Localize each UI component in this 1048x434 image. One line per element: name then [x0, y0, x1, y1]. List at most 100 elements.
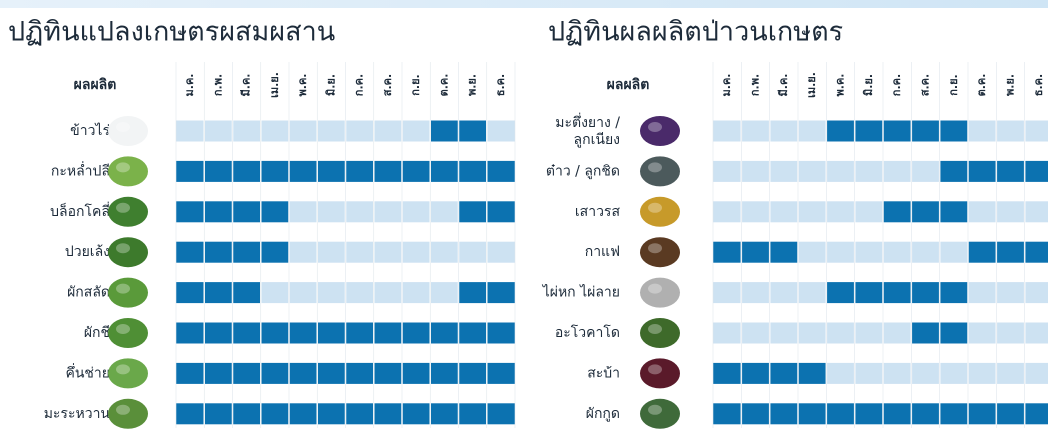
month-cell	[854, 120, 883, 142]
month-cell	[939, 120, 968, 142]
month-cell	[402, 403, 431, 425]
month-cell	[854, 362, 883, 384]
product-icon-highlight	[648, 202, 662, 213]
month-cell	[176, 322, 205, 344]
month-cell	[911, 282, 940, 304]
month-label: มี.ค.	[240, 74, 253, 97]
month-label: ส.ค.	[919, 74, 932, 96]
month-cell	[486, 282, 515, 304]
month-cell	[260, 362, 289, 384]
month-cell	[883, 160, 912, 182]
month-cell	[204, 282, 233, 304]
month-cell	[911, 403, 940, 425]
month-cell	[996, 322, 1025, 344]
month-cell	[289, 403, 318, 425]
month-cell	[373, 403, 402, 425]
month-cell	[232, 362, 261, 384]
month-cell	[826, 120, 855, 142]
row-label: ข้าวไร่	[70, 122, 110, 139]
product-icon-highlight	[648, 283, 662, 294]
product-icon	[108, 277, 148, 308]
month-cell	[402, 362, 431, 384]
month-cell	[741, 403, 770, 425]
month-cell	[939, 201, 968, 223]
month-cell	[458, 120, 487, 142]
month-cell	[883, 322, 912, 344]
month-cell	[798, 120, 827, 142]
month-cell	[798, 362, 827, 384]
month-cell	[458, 241, 487, 263]
month-cell	[176, 201, 205, 223]
month-label: ก.ค.	[353, 74, 366, 96]
month-cell	[486, 241, 515, 263]
month-cell	[204, 160, 233, 182]
row-label: ต๋าว / ลูกชิด	[546, 163, 620, 179]
month-cell	[713, 201, 742, 223]
month-cell	[911, 120, 940, 142]
month-cell	[939, 322, 968, 344]
month-cell	[289, 120, 318, 142]
month-cell	[741, 201, 770, 223]
month-cell	[798, 241, 827, 263]
month-cell	[486, 362, 515, 384]
month-label: พ.ค.	[296, 74, 309, 97]
month-cell	[883, 403, 912, 425]
top-strip	[0, 0, 1048, 8]
month-cell	[713, 362, 742, 384]
month-cell	[769, 322, 798, 344]
month-cell	[968, 322, 997, 344]
month-label: มิ.ย.	[324, 74, 337, 96]
row-label: มะตึ่งยาง /	[555, 113, 620, 131]
month-label: พ.ย.	[466, 74, 479, 96]
month-cell	[826, 403, 855, 425]
month-cell	[741, 322, 770, 344]
month-cell	[854, 241, 883, 263]
month-cell	[1024, 160, 1048, 182]
month-cell	[260, 322, 289, 344]
month-cell	[854, 160, 883, 182]
month-cell	[345, 160, 374, 182]
month-label: ธ.ค.	[1032, 74, 1045, 96]
month-label: ส.ค.	[381, 74, 394, 96]
month-cell	[968, 120, 997, 142]
row-label: สะบ้า	[587, 365, 620, 381]
month-cell	[204, 403, 233, 425]
month-cell	[430, 322, 459, 344]
row-label: คึ่นช่าย	[65, 363, 110, 381]
product-icon-highlight	[648, 122, 662, 132]
month-cell	[458, 282, 487, 304]
product-icon	[640, 196, 680, 227]
month-label: ก.พ.	[749, 74, 762, 96]
month-cell	[713, 322, 742, 344]
month-cell	[345, 120, 374, 142]
month-cell	[1024, 403, 1048, 425]
month-cell	[373, 282, 402, 304]
product-icon	[108, 116, 148, 146]
month-cell	[826, 241, 855, 263]
product-icon-highlight	[116, 404, 130, 415]
month-cell	[204, 241, 233, 263]
month-cell	[458, 322, 487, 344]
month-cell	[176, 362, 205, 384]
month-cell	[289, 241, 318, 263]
month-cell	[996, 120, 1025, 142]
month-label: พ.ย.	[1004, 74, 1017, 96]
product-icon	[640, 277, 680, 308]
month-cell	[373, 241, 402, 263]
month-cell	[373, 362, 402, 384]
row-label: ผักสลัด	[67, 285, 110, 301]
product-icon	[108, 237, 148, 268]
month-cell	[373, 160, 402, 182]
month-cell	[232, 403, 261, 425]
product-icon	[640, 237, 680, 268]
month-cell	[430, 201, 459, 223]
month-cell	[939, 403, 968, 425]
month-cell	[769, 403, 798, 425]
month-cell	[458, 403, 487, 425]
month-label: เม.ย.	[268, 72, 281, 98]
month-cell	[854, 201, 883, 223]
month-cell	[769, 120, 798, 142]
month-cell	[911, 160, 940, 182]
month-cell	[289, 282, 318, 304]
